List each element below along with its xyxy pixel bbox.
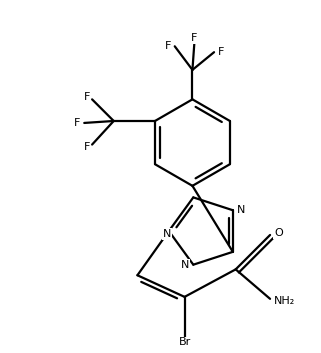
Text: F: F	[191, 34, 198, 43]
Text: N: N	[181, 260, 189, 270]
Text: F: F	[84, 142, 90, 151]
Text: N: N	[163, 229, 171, 239]
Text: N: N	[237, 205, 245, 215]
Text: F: F	[218, 47, 224, 57]
Text: Br: Br	[178, 337, 191, 347]
Text: F: F	[74, 118, 80, 128]
Text: O: O	[274, 228, 283, 238]
Text: F: F	[164, 41, 171, 51]
Text: F: F	[84, 92, 90, 102]
Text: NH₂: NH₂	[274, 296, 295, 306]
